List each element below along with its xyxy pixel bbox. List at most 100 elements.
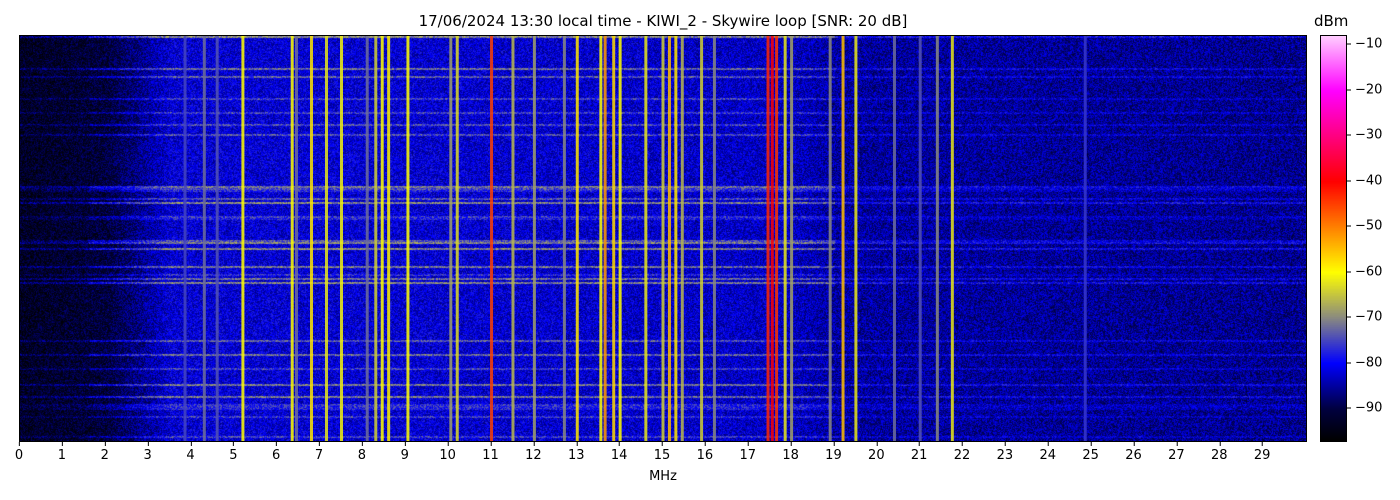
carrier-line — [455, 36, 459, 441]
carrier-line — [712, 36, 716, 441]
carrier-line — [241, 36, 245, 441]
carrier-line — [667, 36, 671, 441]
x-tick: 4 — [186, 442, 195, 463]
carrier-line — [562, 36, 566, 441]
x-tick-label: 23 — [996, 448, 1014, 463]
x-tick: 26 — [1125, 442, 1142, 463]
x-tick-label: 5 — [229, 448, 238, 463]
x-tick: 12 — [525, 442, 542, 463]
carrier-line — [294, 36, 298, 441]
x-tick: 22 — [953, 442, 971, 463]
carrier-line — [680, 36, 684, 441]
x-tick: 13 — [568, 442, 585, 463]
carrier-line — [700, 36, 704, 441]
x-tick: 7 — [315, 442, 323, 463]
x-tick: 10 — [439, 442, 456, 463]
x-tick-label: 21 — [910, 448, 928, 463]
x-tick-label: 18 — [782, 448, 799, 463]
x-tick: 5 — [229, 442, 237, 463]
x-tick-label: 11 — [482, 448, 499, 463]
x-tick: 6 — [272, 442, 280, 463]
waterfall-plot — [19, 35, 1307, 442]
carrier-line — [828, 36, 832, 441]
x-tick-label: 27 — [1168, 448, 1185, 463]
colorbar-tick-label: −20 — [1347, 82, 1382, 97]
x-tick: 19 — [825, 442, 842, 463]
carrier-line — [770, 36, 774, 441]
carrier-line — [406, 36, 410, 441]
carrier-line — [449, 36, 453, 441]
x-tick-label: 8 — [357, 448, 367, 463]
x-tick: 8 — [358, 442, 366, 463]
x-tick-label: 20 — [868, 448, 885, 463]
x-tick-label: 22 — [953, 448, 971, 463]
carrier-line — [324, 36, 328, 441]
x-tick-label: 16 — [696, 448, 714, 463]
x-tick-label: 9 — [400, 448, 409, 463]
carrier-line — [365, 36, 369, 441]
x-tick: 29 — [1253, 442, 1271, 463]
x-tick-label: 6 — [272, 448, 281, 463]
carrier-line — [599, 36, 603, 441]
x-tick-label: 4 — [186, 448, 195, 463]
carrier-line — [309, 36, 313, 441]
carrier-line — [612, 36, 616, 441]
carrier-line — [183, 36, 187, 441]
x-tick: 20 — [868, 442, 885, 463]
colorbar-tick-label: −80 — [1347, 355, 1382, 370]
x-tick: 11 — [482, 442, 499, 463]
chart-title: 17/06/2024 13:30 local time - KIWI_2 - S… — [418, 12, 908, 30]
carrier-line — [603, 36, 607, 441]
colorbar-tick-label: −90 — [1347, 401, 1382, 416]
carrier-line — [935, 36, 939, 441]
colorbar-tick-label: −30 — [1347, 128, 1382, 143]
carrier-line — [618, 36, 622, 441]
x-tick: 1 — [58, 442, 66, 463]
x-tick: 2 — [101, 442, 109, 463]
carrier-line — [290, 36, 294, 441]
x-tick-label: 29 — [1253, 448, 1271, 463]
x-tick-label: 1 — [57, 448, 66, 463]
x-tick: 15 — [653, 442, 671, 463]
carrier-line — [575, 36, 579, 441]
x-tick-label: 3 — [143, 448, 152, 463]
x-tick: 27 — [1168, 442, 1185, 463]
carrier-line — [892, 36, 896, 441]
colorbar-tick-label: −50 — [1347, 219, 1382, 234]
carrier-line — [1083, 36, 1087, 441]
x-tick-label: 24 — [1039, 448, 1057, 463]
x-tick-label: 10 — [439, 448, 456, 463]
carrier-line — [790, 36, 794, 441]
carrier-line — [380, 36, 384, 441]
x-tick: 0 — [15, 442, 23, 463]
x-tick-label: 2 — [100, 448, 109, 463]
carrier-line — [374, 36, 378, 441]
x-tick: 17 — [739, 442, 756, 463]
colorbar-tick-label: −70 — [1347, 310, 1382, 325]
x-tick: 24 — [1039, 442, 1057, 463]
x-tick-label: 14 — [610, 448, 628, 463]
carrier-line — [644, 36, 648, 441]
x-tick: 18 — [782, 442, 799, 463]
x-tick-label: 17 — [739, 448, 756, 463]
x-tick-label: 0 — [14, 448, 24, 463]
carrier-line — [340, 36, 343, 441]
x-tick-label: 13 — [567, 448, 585, 463]
x-tick-label: 28 — [1210, 448, 1228, 463]
carrier-line — [511, 36, 515, 441]
carrier-line — [202, 36, 206, 441]
x-tick: 9 — [401, 442, 409, 463]
carrier-line — [661, 36, 665, 441]
x-tick: 25 — [1082, 442, 1099, 463]
x-tick: 14 — [610, 442, 628, 463]
carrier-line — [775, 36, 779, 441]
colorbar-tick-label: −40 — [1347, 173, 1382, 188]
x-tick-label: 15 — [653, 448, 671, 463]
x-tick: 3 — [143, 442, 152, 463]
colorbar-tick-label: −60 — [1347, 264, 1382, 279]
colorbar-tick-label: −10 — [1347, 37, 1382, 52]
x-tick: 16 — [696, 442, 714, 463]
carrier-line — [490, 36, 494, 441]
x-axis-label: MHz — [649, 469, 677, 484]
carrier-line — [918, 36, 922, 441]
